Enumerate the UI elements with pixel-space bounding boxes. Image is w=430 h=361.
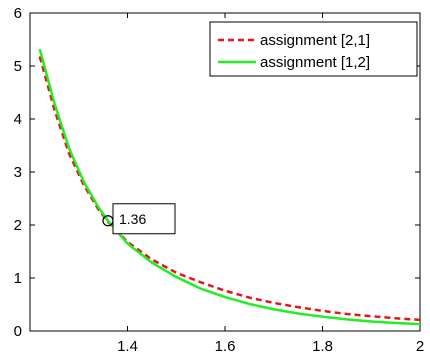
- legend: assignment [2,1] assignment [1,2]: [209, 21, 418, 77]
- series-line-2: [38, 48, 421, 326]
- annotation-layer: 1.36: [102, 203, 176, 235]
- axes: 1.4 1.6 1.8 2 0 1 2 3 4 5 6: [14, 5, 425, 355]
- y-tick-label: 6: [14, 5, 22, 22]
- legend-label-2: assignment [1,2]: [260, 54, 370, 71]
- y-tick-label: 4: [14, 111, 22, 128]
- annotation-box: [112, 203, 176, 235]
- legend-label-1: assignment [2,1]: [260, 32, 370, 49]
- annotation-label: 1.36: [119, 211, 146, 227]
- series-layer: [38, 48, 421, 326]
- y-tick-label: 3: [14, 164, 22, 181]
- x-tick-label: 1.4: [117, 338, 138, 355]
- x-tick-label: 1.6: [215, 338, 236, 355]
- x-tick-label: 1.8: [312, 338, 333, 355]
- series-line-1: [38, 56, 421, 322]
- y-tick-label: 5: [14, 58, 22, 75]
- y-tick-label: 0: [14, 323, 22, 340]
- x-tick-label: 2: [416, 338, 424, 355]
- y-tick-label: 2: [14, 217, 22, 234]
- legend-box: [209, 21, 418, 77]
- y-tick-label: 1: [14, 270, 22, 287]
